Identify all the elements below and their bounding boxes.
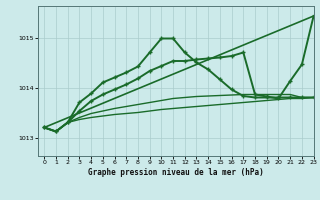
X-axis label: Graphe pression niveau de la mer (hPa): Graphe pression niveau de la mer (hPa): [88, 168, 264, 177]
